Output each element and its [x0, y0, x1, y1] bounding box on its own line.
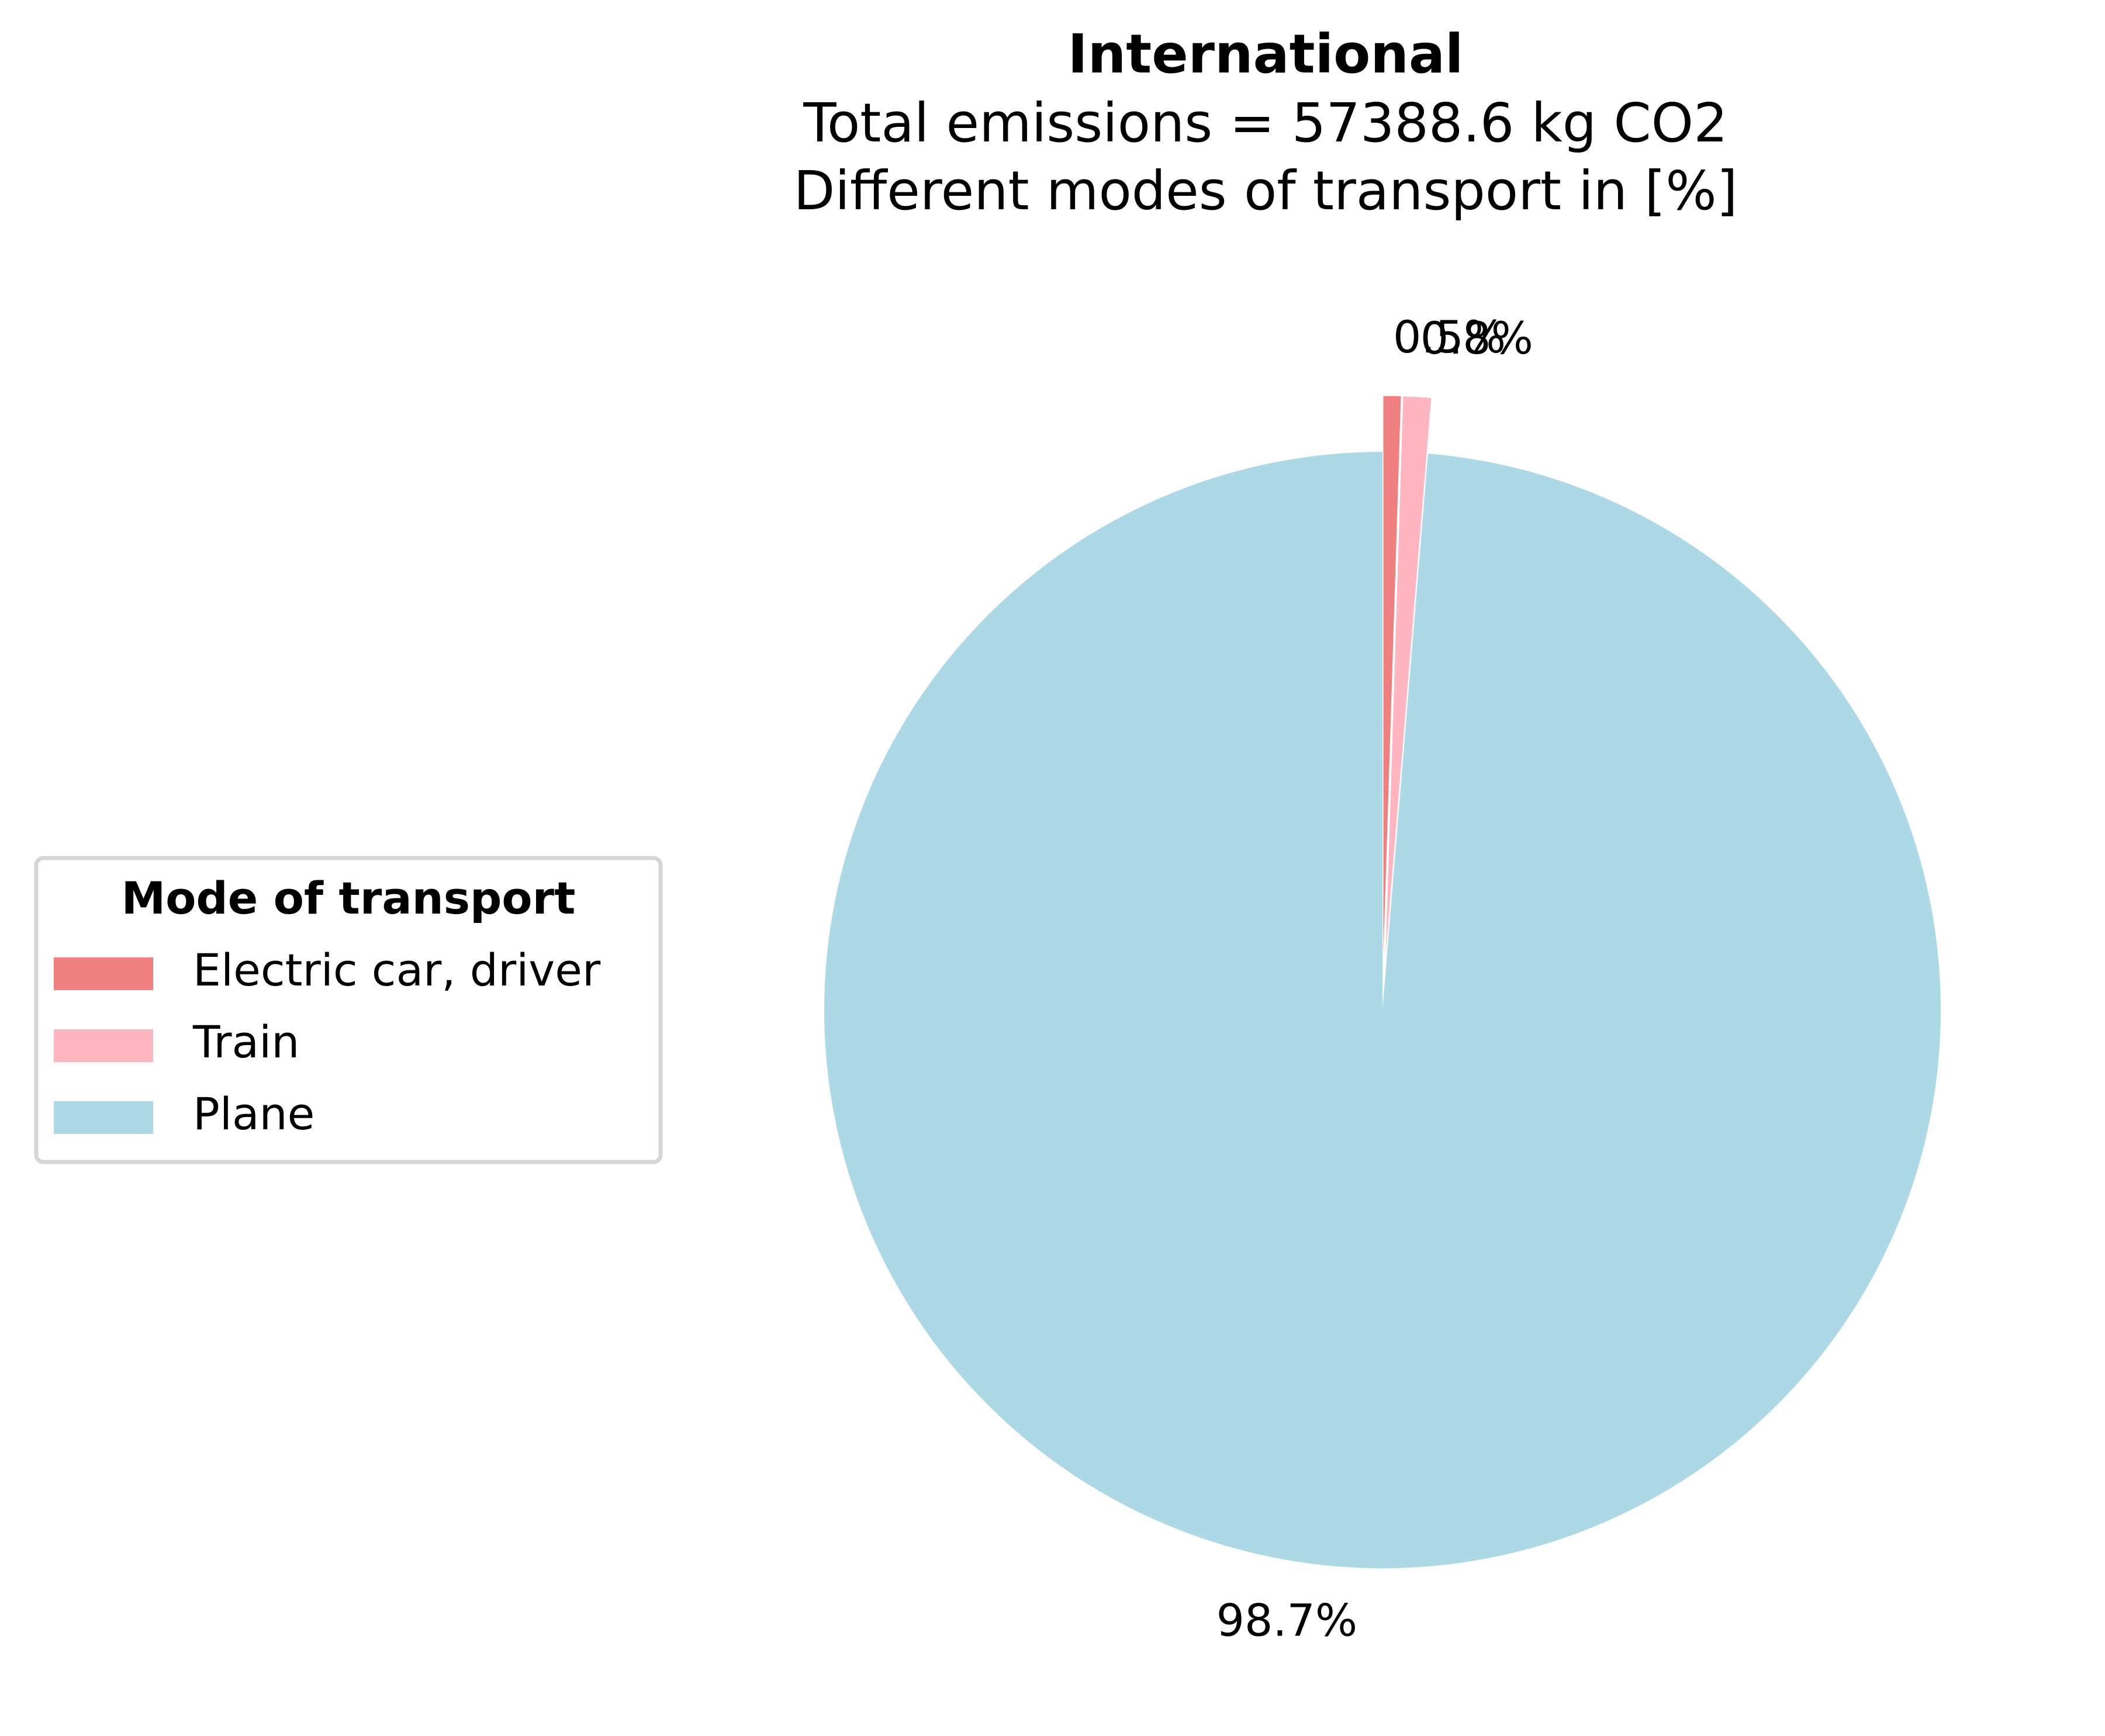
legend-swatch — [54, 1029, 153, 1062]
legend-label: Plane — [193, 1088, 314, 1140]
legend-title: Mode of transport — [122, 872, 576, 924]
pie-slice-label: 98.7% — [1216, 1595, 1357, 1647]
legend-label: Electric car, driver — [193, 944, 601, 996]
chart-subtitle-line-2: Different modes of transport in [%] — [793, 160, 1737, 222]
legend-label: Train — [192, 1016, 299, 1068]
legend-swatch — [54, 1101, 153, 1134]
legend-swatch — [54, 957, 153, 990]
chart-titles: International Total emissions = 57388.6 … — [793, 23, 1737, 222]
legend: Mode of transport Electric car, driver Tr… — [34, 856, 663, 1164]
pie-slice-electric-car-driver — [1383, 396, 1401, 955]
chart-title: International — [1068, 23, 1464, 85]
chart-subtitle-line-1: Total emissions = 57388.6 kg CO2 — [803, 92, 1727, 154]
legend-items: Electric car, driver Train Plane — [54, 944, 601, 1140]
pie-slices — [824, 396, 1941, 1569]
pie-slice-plane — [824, 452, 1941, 1569]
pie-slice-labels: 0.5%0.8% 98.7% — [1216, 311, 1533, 1646]
pie-slice-label: 0.8% — [1420, 312, 1533, 364]
pie-slice-train — [1385, 396, 1432, 955]
pie-slice-label: 0.5% — [1393, 311, 1506, 363]
legend-frame — [34, 856, 663, 1164]
